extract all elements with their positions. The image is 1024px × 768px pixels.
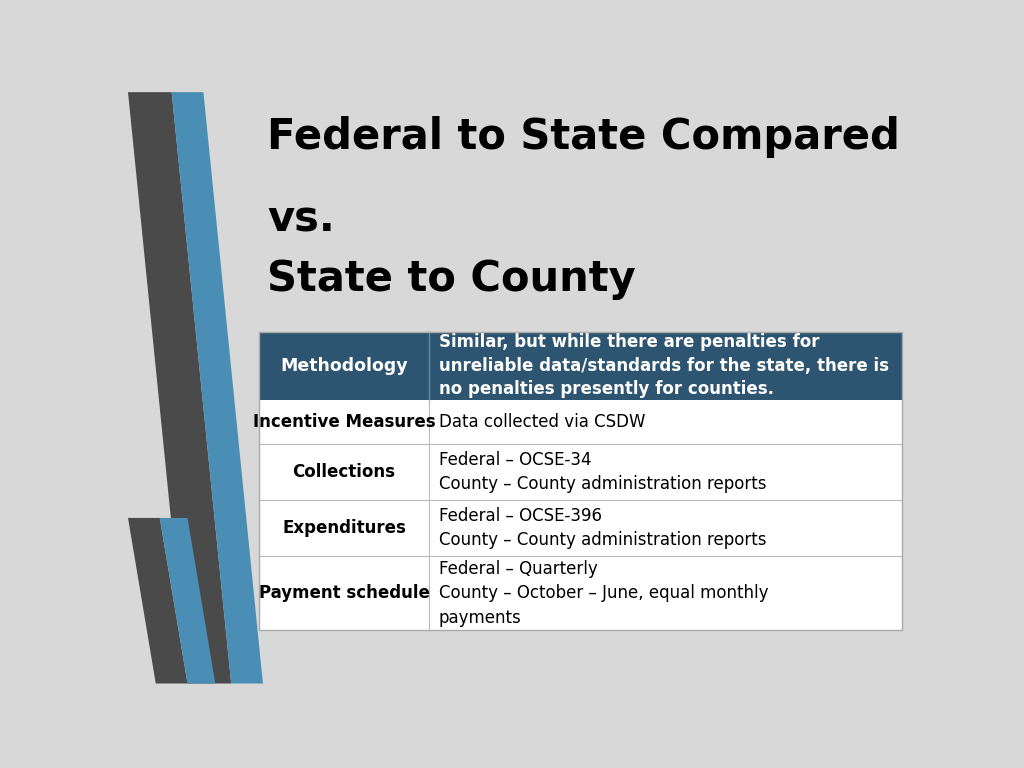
Polygon shape [128,518,187,684]
Text: Federal – OCSE-34
County – County administration reports: Federal – OCSE-34 County – County admini… [439,451,766,493]
Text: vs.: vs. [267,199,335,240]
Text: Federal – Quarterly
County – October – June, equal monthly
payments: Federal – Quarterly County – October – J… [439,560,768,627]
Bar [259,332,902,631]
Text: Methodology: Methodology [281,356,408,375]
Text: State to County: State to County [267,258,636,300]
Text: Incentive Measures: Incentive Measures [253,413,435,431]
Text: Expenditures: Expenditures [283,519,407,538]
Text: Collections: Collections [293,463,395,481]
Polygon shape [172,92,263,684]
Polygon shape [128,92,231,684]
Text: Data collected via CSDW: Data collected via CSDW [439,413,645,431]
Bar [259,399,902,631]
Text: Similar, but while there are penalties for
unreliable data/standards for the sta: Similar, but while there are penalties f… [439,333,889,399]
Polygon shape [160,518,215,684]
Text: Federal to State Compared: Federal to State Compared [267,116,900,157]
Text: Federal – OCSE-396
County – County administration reports: Federal – OCSE-396 County – County admin… [439,507,766,549]
Bar [259,332,902,399]
Text: Payment schedule: Payment schedule [259,584,429,602]
